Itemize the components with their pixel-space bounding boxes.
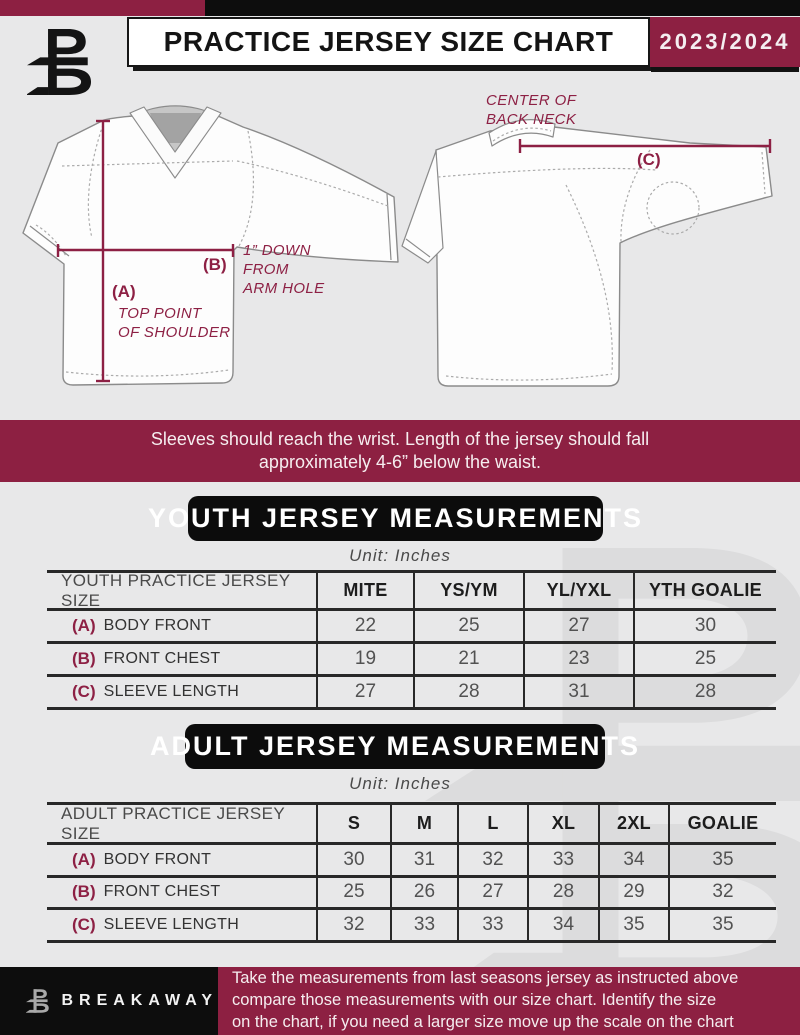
adult-table-row-sleeve-length: (C) SLEEVE LENGTH 32 33 33 34 35 35 (47, 907, 776, 940)
cell-value: 19 (354, 648, 377, 669)
youth-row-header: YOUTH PRACTICE JERSEY SIZE (61, 570, 291, 610)
row-key: (A) (72, 616, 96, 635)
cell-value: 22 (354, 615, 377, 636)
cell-value: 27 (568, 615, 590, 636)
cell-value: 28 (694, 681, 717, 702)
cell-value: 32 (712, 881, 734, 903)
youth-section-banner: YOUTH JERSEY MEASUREMENTS (148, 496, 641, 541)
adult-table-row-front-chest: (B) FRONT CHEST 25 26 27 28 29 32 (47, 874, 776, 908)
marker-c-label: (C) (637, 150, 661, 169)
cell-value: 32 (343, 913, 365, 935)
cell-value: 26 (413, 881, 436, 903)
cell-value: 31 (413, 848, 436, 870)
adult-col-l: L (487, 813, 499, 833)
title-bar: PRACTICE JERSEY SIZE CHART (127, 17, 650, 67)
cell-value: 33 (413, 913, 436, 935)
youth-table-header-row: YOUTH PRACTICE JERSEY SIZE MITE YS/YM YL… (47, 570, 776, 610)
youth-col-ylyxl: YL/YXL (546, 580, 612, 600)
back-jersey-drawing (401, 119, 773, 387)
season-label: 2023/2024 (659, 29, 791, 54)
cell-value: 35 (712, 913, 734, 935)
marker-b-label: (B) (203, 255, 227, 274)
cell-value: 29 (623, 881, 645, 903)
cell-value: 30 (694, 615, 717, 636)
header-accent-strip-maroon (0, 0, 205, 16)
cell-value: 27 (354, 681, 377, 702)
row-key: (A) (72, 849, 96, 869)
fit-notice-banner: Sleeves should reach the wrist. Length o… (0, 420, 800, 482)
adult-col-goalie: GOALIE (687, 813, 759, 833)
adult-row-header: ADULT PRACTICE JERSEY SIZE (61, 803, 285, 843)
breakaway-b-logo-footer (26, 989, 49, 1013)
adult-col-xl: XL (551, 813, 576, 833)
youth-table-row-front-chest: (B) FRONT CHEST 19 21 23 25 (47, 641, 776, 674)
cell-value: 31 (568, 681, 590, 702)
row-name: SLEEVE LENGTH (103, 683, 240, 700)
cell-value: 25 (458, 615, 480, 636)
adult-section-banner: ADULT JERSEY MEASUREMENTS (150, 724, 638, 769)
page-title: PRACTICE JERSEY SIZE CHART (163, 26, 614, 57)
youth-col-mite: MITE (343, 580, 388, 600)
header-accent-strip-black (205, 0, 800, 16)
cell-value: 28 (458, 681, 480, 702)
adult-col-m: M (416, 813, 433, 833)
row-name: BODY FRONT (103, 617, 212, 634)
adult-col-s: S (347, 813, 361, 833)
adult-size-table: ADULT PRACTICE JERSEY SIZE S M L XL 2XL … (47, 802, 776, 943)
cell-value: 25 (343, 881, 365, 903)
cell-value: 28 (552, 881, 575, 903)
row-key: (C) (72, 682, 96, 701)
row-key: (B) (72, 882, 96, 902)
row-name: BODY FRONT (103, 850, 212, 868)
youth-size-table: YOUTH PRACTICE JERSEY SIZE MITE YS/YM YL… (47, 570, 776, 710)
adult-section-title: ADULT JERSEY MEASUREMENTS (149, 731, 641, 761)
adult-table-row-body-front: (A) BODY FRONT 30 31 32 33 34 35 (47, 842, 776, 875)
youth-col-goalie: YTH GOALIE (648, 580, 762, 600)
footer-brand-area: BREAKAWAY (0, 967, 218, 1035)
cell-value: 23 (568, 648, 590, 669)
cell-value: 25 (694, 648, 717, 669)
youth-table-row-body-front: (A) BODY FRONT 22 25 27 30 (47, 608, 776, 641)
cell-value: 34 (623, 848, 645, 870)
cell-value: 34 (552, 913, 575, 935)
cell-value: 35 (712, 848, 734, 870)
row-key: (B) (72, 649, 96, 668)
footer-instructions-area: Take the measurements from last seasons … (218, 967, 800, 1035)
footer-instructions-text: Take the measurements from last seasons … (232, 969, 739, 1031)
adult-table-header-row: ADULT PRACTICE JERSEY SIZE S M L XL 2XL … (47, 802, 776, 843)
breakaway-b-logo (27, 29, 92, 95)
cell-value: 30 (343, 848, 365, 870)
youth-unit-label: Unit: Inches (349, 546, 451, 565)
cell-value: 21 (458, 648, 480, 669)
row-name: SLEEVE LENGTH (103, 915, 240, 933)
marker-c-description: CENTER OF BACK NECK (486, 92, 577, 129)
row-key: (C) (72, 914, 96, 934)
front-jersey-drawing (22, 105, 399, 386)
cell-value: 33 (482, 913, 504, 935)
adult-unit-label: Unit: Inches (349, 774, 451, 793)
cell-value: 33 (552, 848, 575, 870)
brand-name: BREAKAWAY (61, 992, 218, 1009)
youth-table-row-sleeve-length: (C) SLEEVE LENGTH 27 28 31 28 (47, 674, 776, 707)
fit-notice-text: Sleeves should reach the wrist. Length o… (150, 429, 650, 472)
row-name: FRONT CHEST (103, 883, 221, 901)
marker-a-label: (A) (112, 282, 136, 301)
season-badge: 2023/2024 (650, 17, 800, 67)
cell-value: 32 (482, 848, 504, 870)
adult-col-2xl: 2XL (617, 813, 651, 833)
youth-col-ysym: YS/YM (440, 580, 498, 600)
marker-a-description: TOP POINT OF SHOULDER (118, 305, 231, 342)
row-name: FRONT CHEST (103, 650, 221, 667)
cell-value: 35 (623, 913, 645, 935)
youth-section-title: YOUTH JERSEY MEASUREMENTS (147, 503, 644, 533)
marker-b-description: 1” DOWN FROM ARM HOLE (243, 242, 325, 298)
cell-value: 27 (482, 881, 504, 903)
